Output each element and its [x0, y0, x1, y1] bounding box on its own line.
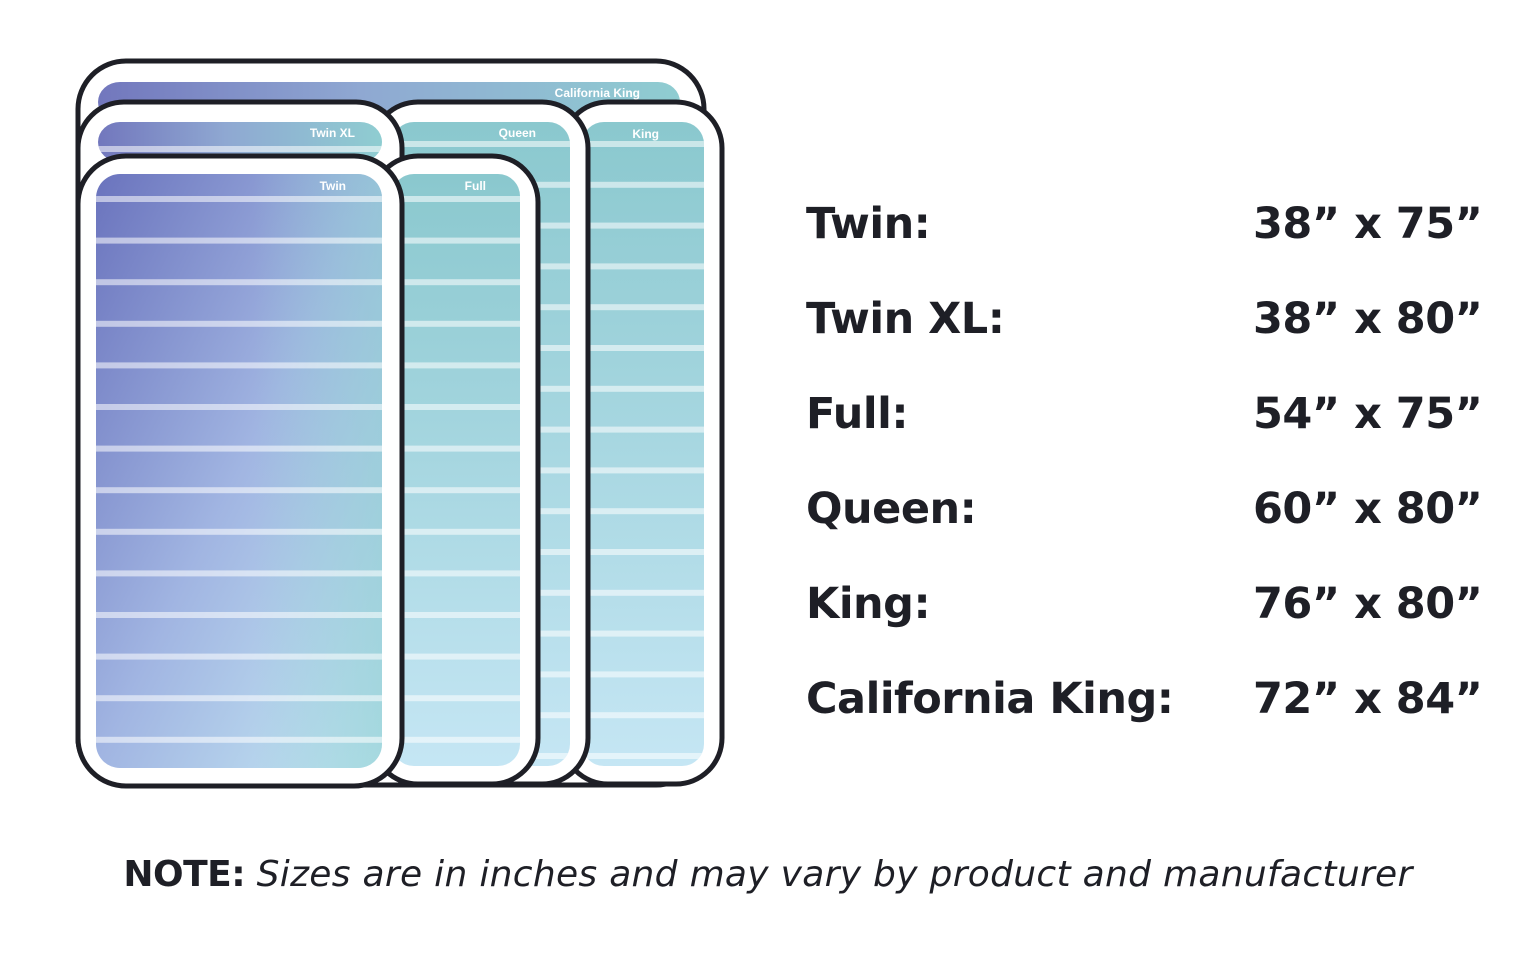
mattress-stripe — [582, 181, 704, 188]
mattress-stripe — [96, 196, 382, 202]
mattress-stripe — [392, 196, 520, 202]
mattress-tag-california-king: California King — [555, 86, 640, 100]
mattress-stripe — [392, 570, 520, 577]
mattress-stripe — [392, 320, 520, 327]
mattress-stripe — [96, 653, 382, 660]
mattress-stripe — [96, 695, 382, 702]
mattress-stripe — [392, 237, 520, 244]
mattress-stripe — [582, 263, 704, 270]
mattress-stripe — [582, 345, 704, 351]
mattress-stripe — [96, 736, 382, 743]
mattress-stripe — [582, 549, 704, 555]
full-stripes — [392, 196, 520, 743]
mattress-twin: Twin — [75, 153, 405, 789]
size-dimensions: 76” x 80” — [1253, 579, 1483, 629]
mattress-tag-king: King — [632, 127, 659, 141]
mattress-stripe — [392, 445, 520, 452]
mattress-stripe — [582, 712, 704, 719]
mattress-stripe — [392, 279, 520, 286]
mattress-size-diagram: California King King Queen Twin XL Full … — [75, 58, 725, 789]
mattress-stripe — [582, 426, 704, 433]
mattress-stripe — [96, 445, 382, 452]
mattress-stripe — [392, 736, 520, 743]
size-row-twin: Twin: 38” x 75” — [806, 178, 1506, 273]
footnote: NOTE: Sizes are in inches and may vary b… — [0, 848, 1536, 902]
note-text: Sizes are in inches and may vary by prod… — [256, 854, 1413, 895]
king-stripes — [582, 141, 704, 759]
mattress-stripe — [392, 141, 570, 147]
size-dimensions: 72” x 84” — [1253, 674, 1483, 724]
mattress-stripe — [392, 695, 520, 702]
mattress-stripe — [96, 570, 382, 577]
mattress-tag-full: Full — [465, 179, 486, 193]
mattress-king: King — [559, 99, 725, 787]
mattress-stripe — [96, 362, 382, 369]
size-table: Twin: 38” x 75” Twin XL: 38” x 80” Full:… — [806, 178, 1506, 748]
mattress-stripe — [392, 528, 520, 535]
note-label: NOTE: — [123, 854, 246, 895]
twin-xl-stripes — [98, 146, 382, 152]
mattress-stripe — [96, 612, 382, 618]
size-row-full: Full: 54” x 75” — [806, 368, 1506, 463]
mattress-stripe — [582, 753, 704, 759]
size-name: California King: — [806, 674, 1174, 724]
size-row-california-king: California King: 72” x 84” — [806, 653, 1506, 748]
mattress-stripe — [582, 589, 704, 596]
size-dimensions: 38” x 80” — [1253, 294, 1483, 344]
mattress-stripe — [582, 304, 704, 311]
size-row-queen: Queen: 60” x 80” — [806, 463, 1506, 558]
twin-stripes — [96, 196, 382, 743]
mattress-stripe — [582, 141, 704, 147]
size-name: Full: — [806, 389, 909, 439]
size-name: King: — [806, 579, 931, 629]
size-dimensions: 38” x 75” — [1253, 199, 1483, 249]
mattress-stripe — [96, 279, 382, 286]
mattress-stripe — [98, 146, 382, 152]
size-name: Twin: — [806, 199, 931, 249]
mattress-full: Full — [369, 153, 541, 787]
size-dimensions: 54” x 75” — [1253, 389, 1483, 439]
mattress-stripe — [392, 362, 520, 369]
mattress-stripe — [392, 487, 520, 494]
mattress-tag-twin-xl: Twin XL — [310, 126, 355, 140]
mattress-stripe — [392, 653, 520, 660]
mattress-stripe — [96, 528, 382, 535]
size-name: Queen: — [806, 484, 977, 534]
size-row-twin-xl: Twin XL: 38” x 80” — [806, 273, 1506, 368]
mattress-tag-twin: Twin — [320, 179, 346, 193]
mattress-stripe — [96, 404, 382, 410]
mattress-stripe — [96, 320, 382, 327]
mattress-stripe — [392, 612, 520, 618]
mattress-stripe — [96, 237, 382, 244]
mattress-stripe — [582, 222, 704, 229]
mattress-stripe — [582, 467, 704, 474]
size-row-king: King: 76” x 80” — [806, 558, 1506, 653]
mattress-tag-queen: Queen — [499, 126, 536, 140]
mattress-stripe — [392, 404, 520, 410]
mattress-stripe — [96, 487, 382, 494]
size-dimensions: 60” x 80” — [1253, 484, 1483, 534]
mattress-stripe — [582, 671, 704, 678]
mattress-stripe — [582, 385, 704, 392]
mattress-stripe — [582, 508, 704, 515]
mattress-stripe — [582, 630, 704, 637]
size-name: Twin XL: — [806, 294, 1005, 344]
